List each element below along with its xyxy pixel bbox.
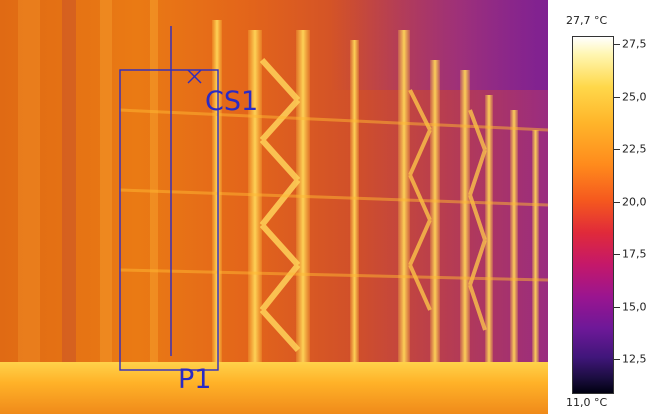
cs1-label: CS1 [205,86,259,117]
pillar [100,0,112,380]
rack-upright [532,130,539,370]
rack-upright [485,95,493,370]
thermal-image: CS1 P1 [0,0,548,414]
pillar [62,0,76,380]
scale-tick [614,44,620,45]
scale-tick [614,96,620,98]
cs1-cursor-cross-icon[interactable] [187,69,202,84]
p1-measurement-area[interactable] [119,69,219,371]
scale-tick-label: 25,0 [622,90,647,103]
rack-bracing [408,89,487,331]
shelf-beams [119,108,548,282]
rack-upright [430,60,440,370]
scale-tick-label: 15,0 [622,300,647,313]
rack-structures [18,0,548,380]
warm-ground-band [0,362,548,414]
color-bar [572,36,614,394]
rack-upright [460,70,470,370]
rack-upright [350,40,359,370]
rack-upright [510,110,518,370]
pillar [18,0,40,380]
scale-max-label: 27,7 °C [566,14,608,27]
scale-min-label: 11,0 °C [566,396,608,409]
measurement-overlay [119,26,219,371]
scale-tick [614,306,620,308]
scale-tick-label: 20,0 [622,195,647,208]
scale-tick-label: 12,5 [622,352,647,366]
scale-tick [614,201,620,203]
scale-tick-label: 22,5 [622,142,647,156]
rack-bracing [259,57,301,353]
scale-tick-label: 17,5 [622,247,647,261]
temperature-scale: 27,7 °C 27,5 25,0 22,5 20,0 17,5 15,0 12,5 11,… [548,0,659,414]
scale-tick-label: 27,5 [622,37,647,51]
scale-tick [614,149,620,150]
p1-label: P1 [178,364,212,395]
rack-upright [212,20,222,380]
scale-tick [614,359,620,360]
scale-tick [614,254,620,255]
